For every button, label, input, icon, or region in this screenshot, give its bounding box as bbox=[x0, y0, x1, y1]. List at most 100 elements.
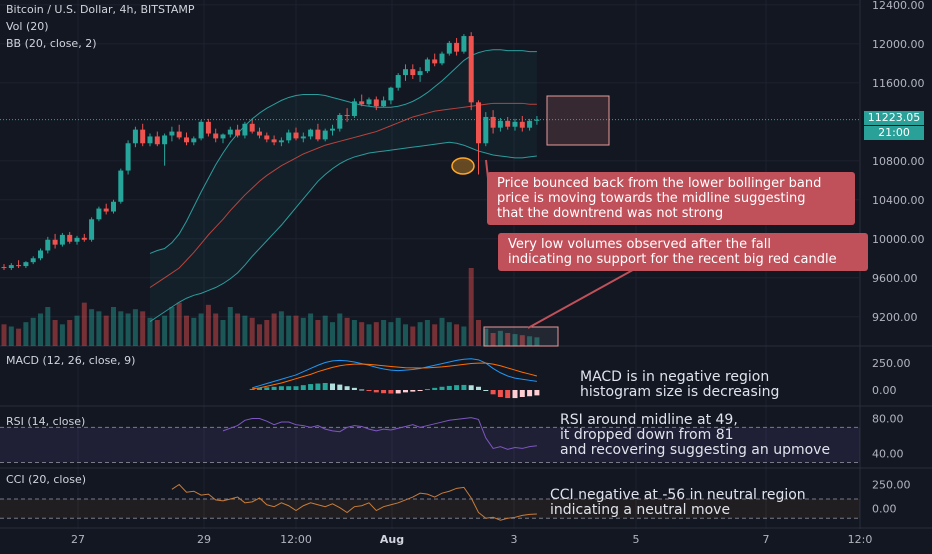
volume-bar bbox=[242, 315, 248, 346]
macd-histogram-bar bbox=[278, 386, 284, 390]
macd-histogram-bar bbox=[373, 390, 379, 393]
macd-histogram-bar bbox=[308, 384, 314, 390]
candle-body bbox=[373, 99, 379, 107]
candle-body bbox=[293, 132, 299, 139]
candle-body bbox=[483, 116, 489, 144]
volume-bar bbox=[125, 313, 131, 346]
volume-bar bbox=[154, 320, 160, 346]
macd-histogram-bar bbox=[337, 384, 343, 390]
time-axis-background bbox=[0, 529, 932, 550]
time-tick-label: 5 bbox=[633, 533, 640, 546]
callout-line: price is moving towards the midline sugg… bbox=[497, 191, 806, 206]
price-tick-label: 10000.00 bbox=[872, 233, 925, 246]
price-tick-label: 10400.00 bbox=[872, 194, 925, 207]
macd-signal-line bbox=[252, 362, 538, 390]
volume-bar bbox=[278, 311, 284, 346]
volume-bar bbox=[322, 315, 328, 346]
macd-histogram-bar bbox=[497, 390, 503, 397]
bollinger-legend[interactable]: BB (20, close, 2) bbox=[6, 37, 97, 50]
macd-pane-title[interactable]: MACD (12, 26, close, 9) bbox=[6, 354, 136, 367]
symbol-legend[interactable]: Bitcoin / U.S. Dollar, 4h, BITSTAMP bbox=[6, 3, 195, 16]
candle-body bbox=[140, 129, 146, 144]
cci-tick-label: 0.00 bbox=[872, 503, 897, 516]
volume-bar bbox=[476, 320, 481, 346]
macd-histogram-bar bbox=[417, 390, 423, 391]
price-tick-label: 12400.00 bbox=[872, 0, 925, 12]
volume-bar bbox=[519, 335, 525, 346]
volume-bar bbox=[38, 313, 43, 346]
volume-bar bbox=[527, 336, 533, 346]
volume-bar bbox=[227, 307, 233, 346]
macd-histogram-bar bbox=[257, 387, 262, 390]
volume-bar bbox=[534, 337, 540, 346]
candle-body bbox=[512, 121, 518, 127]
annotation-line: and recovering suggesting an upmove bbox=[560, 442, 831, 458]
candle-body bbox=[111, 201, 116, 212]
volume-bar bbox=[505, 333, 511, 346]
macd-histogram-bar bbox=[300, 385, 306, 390]
macd-histogram-bar bbox=[534, 390, 540, 396]
macd-histogram-bar bbox=[468, 385, 474, 390]
macd-annotation[interactable]: MACD is in negative region histogram siz… bbox=[580, 370, 779, 400]
macd-histogram-bar bbox=[519, 390, 525, 397]
candle-body bbox=[162, 135, 168, 145]
candle-body bbox=[359, 101, 365, 105]
cci-line bbox=[171, 483, 537, 521]
volume-bar bbox=[483, 328, 489, 346]
candle-body bbox=[118, 170, 124, 202]
volume-legend[interactable]: Vol (20) bbox=[6, 20, 49, 33]
macd-histogram-bar bbox=[249, 388, 255, 390]
candle-body bbox=[125, 143, 131, 171]
volume-bar bbox=[439, 317, 445, 346]
volume-bar bbox=[388, 322, 394, 346]
rsi-annotation[interactable]: RSI around midline at 49, it dropped dow… bbox=[560, 413, 830, 458]
volume-bar bbox=[373, 322, 379, 346]
volume-bar bbox=[366, 324, 372, 346]
candle-body bbox=[446, 42, 452, 54]
candle-body bbox=[505, 120, 511, 127]
macd-tick-label: 250.00 bbox=[872, 357, 911, 370]
candle-body bbox=[242, 123, 248, 136]
cci-annotation[interactable]: CCI negative at -56 in neutral region in… bbox=[550, 488, 806, 518]
volume-bar bbox=[271, 313, 277, 346]
candle-body bbox=[59, 234, 65, 245]
cci-pane-title[interactable]: CCI (20, close) bbox=[6, 473, 87, 486]
candle-body bbox=[264, 135, 270, 140]
macd-tick-label: 0.00 bbox=[872, 384, 897, 397]
volume-bar bbox=[59, 324, 65, 346]
macd-histogram-bar bbox=[366, 390, 372, 391]
volume-bar bbox=[432, 324, 438, 346]
volume-bar bbox=[16, 328, 22, 346]
candle-body bbox=[8, 265, 14, 269]
volume-bar bbox=[315, 320, 321, 346]
time-tick-label: 27 bbox=[71, 533, 85, 546]
candle-body bbox=[410, 69, 416, 76]
volume-bar bbox=[454, 324, 460, 346]
volume-bar bbox=[497, 330, 503, 346]
candle-body bbox=[205, 121, 211, 134]
volume-bar bbox=[344, 317, 350, 346]
candle-body bbox=[519, 121, 525, 128]
candle-body bbox=[388, 87, 394, 101]
macd-histogram-bar bbox=[454, 385, 460, 390]
candle-body bbox=[227, 129, 233, 135]
annotation-line: MACD is in negative region bbox=[580, 369, 770, 385]
annotation-line: histogram size is decreasing bbox=[580, 384, 780, 400]
volume-bar bbox=[359, 322, 365, 346]
volume-bar bbox=[235, 313, 241, 346]
candle-body bbox=[249, 123, 255, 132]
candle-body bbox=[45, 239, 51, 251]
volume-bar bbox=[96, 311, 102, 346]
candle-body bbox=[30, 258, 36, 263]
price-tick-label: 11600.00 bbox=[872, 77, 925, 90]
volume-callout[interactable]: Very low volumes observed after the fall… bbox=[498, 233, 868, 271]
candle-body bbox=[330, 128, 335, 131]
macd-histogram-bar bbox=[293, 386, 299, 390]
volume-bar bbox=[381, 320, 387, 346]
bollinger-callout[interactable]: Price bounced back from the lower bollin… bbox=[487, 172, 855, 225]
rsi-pane-title[interactable]: RSI (14, close) bbox=[6, 415, 86, 428]
macd-histogram-bar bbox=[483, 390, 489, 391]
candle-body bbox=[81, 237, 87, 240]
candle-body bbox=[322, 130, 328, 140]
candle-body bbox=[439, 53, 445, 64]
